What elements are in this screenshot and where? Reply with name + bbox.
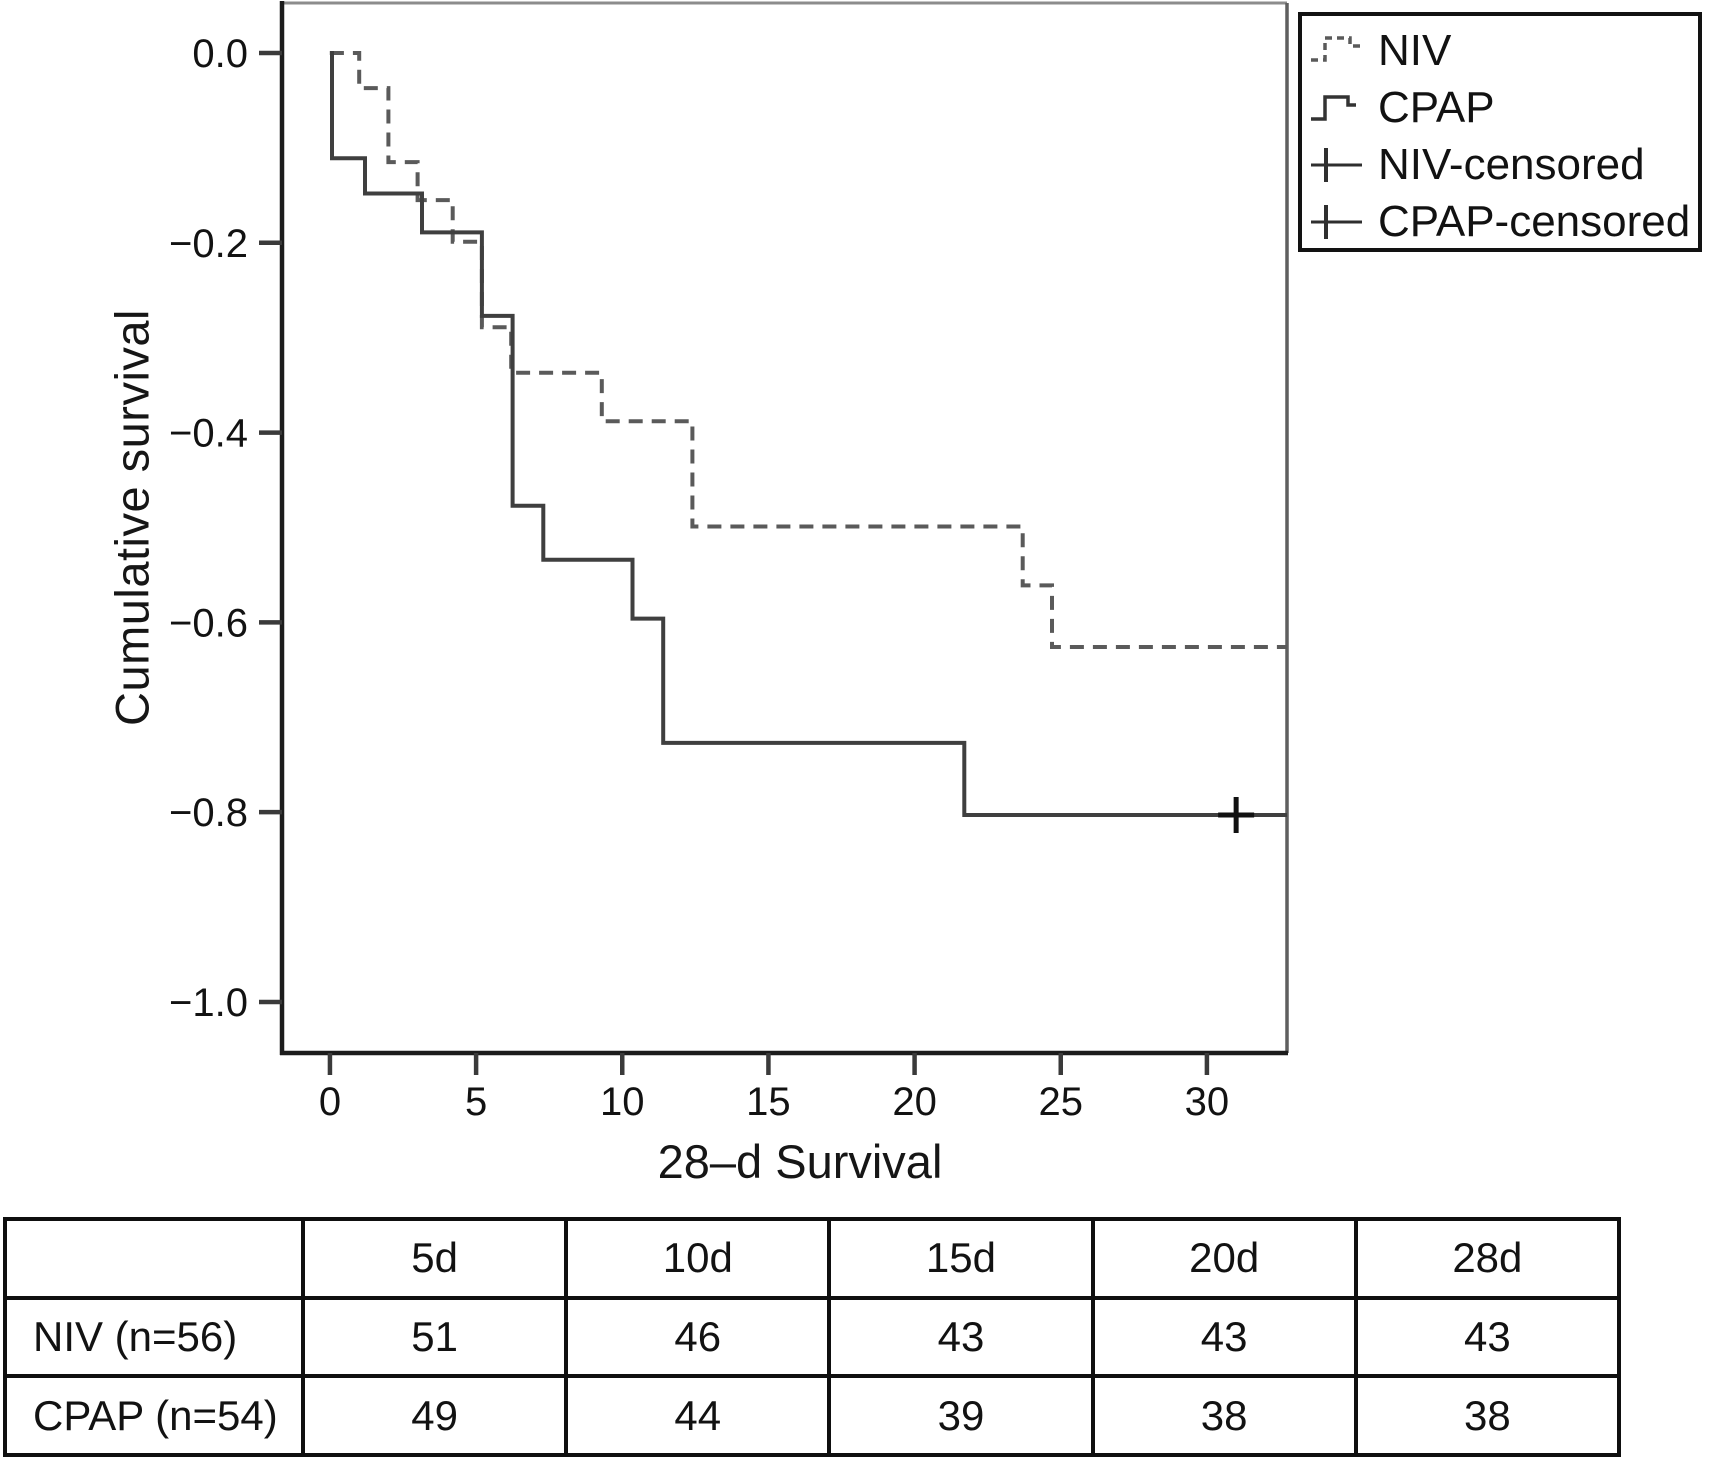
x-tick-label: 25 xyxy=(1038,1080,1083,1124)
risk-cell: 44 xyxy=(564,1374,832,1457)
risk-row-label-cpap: CPAP (n=54) xyxy=(3,1374,305,1457)
legend-label-cpap-censored: CPAP-censored xyxy=(1378,196,1691,246)
risk-table-row-cpap: CPAP (n=54) 49 44 39 38 38 xyxy=(3,1374,1622,1457)
x-tick-label: 10 xyxy=(600,1080,645,1124)
legend-item-niv-censored: NIV-censored xyxy=(1310,136,1690,193)
risk-row-label-niv: NIV (n=56) xyxy=(3,1295,305,1379)
legend-label-cpap: CPAP xyxy=(1378,82,1495,132)
risk-table-col-15d: 15d xyxy=(827,1217,1095,1300)
risk-cell: 38 xyxy=(1090,1374,1358,1457)
risk-cell: 39 xyxy=(827,1374,1095,1457)
cpap-solid-line-swatch xyxy=(1311,94,1356,121)
legend-item-cpap: CPAP xyxy=(1310,79,1690,136)
y-tick-label: 0.0 xyxy=(192,32,248,76)
x-tick-label: 30 xyxy=(1185,1080,1230,1124)
censor-plus-icon xyxy=(1311,147,1362,182)
niv-dashed-line-swatch xyxy=(1311,35,1362,62)
risk-table-row-niv: NIV (n=56) 51 46 43 43 43 xyxy=(3,1295,1622,1379)
x-tick-label: 0 xyxy=(319,1080,341,1124)
km-survival-chart: 0 5 10 15 20 25 30 0.0 −0.2 −0.4 −0.6 −0.8 −1.0 xyxy=(169,1,1289,1124)
risk-cell: 51 xyxy=(300,1295,569,1379)
x-tick-label: 5 xyxy=(465,1080,487,1124)
risk-table-header-row: 5d 10d 15d 20d 28d xyxy=(3,1217,1622,1300)
cpap-survival-curve xyxy=(329,51,1287,817)
legend-label-niv: NIV xyxy=(1378,25,1452,75)
y-tick-label: −0.6 xyxy=(169,601,248,645)
legend-item-cpap-censored: CPAP-censored xyxy=(1310,193,1690,250)
y-tick-label: −0.4 xyxy=(169,412,248,456)
y-tick-label: −0.2 xyxy=(169,222,248,266)
risk-table-col-5d: 5d xyxy=(300,1217,569,1300)
risk-cell: 43 xyxy=(1353,1295,1622,1379)
legend-label-niv-censored: NIV-censored xyxy=(1378,139,1645,189)
x-axis-title: 28–d Survival xyxy=(657,1135,943,1188)
legend-box: NIV CPAP NIV-censored CPAP-censored xyxy=(1298,12,1702,252)
risk-cell: 38 xyxy=(1353,1374,1622,1457)
y-axis-title: Cumulative survival xyxy=(105,309,159,726)
censor-plus-icon xyxy=(1311,204,1362,239)
risk-table-corner-cell xyxy=(3,1217,305,1300)
risk-cell: 43 xyxy=(1090,1295,1358,1379)
niv-survival-curve xyxy=(329,51,1287,649)
risk-cell: 46 xyxy=(564,1295,832,1379)
numbers-at-risk-table: 5d 10d 15d 20d 28d NIV (n=56) 51 46 43 4… xyxy=(3,1217,1622,1457)
risk-table-col-10d: 10d xyxy=(564,1217,832,1300)
x-tick-label: 20 xyxy=(892,1080,937,1124)
y-tick-label: −1.0 xyxy=(169,981,248,1025)
legend-item-niv: NIV xyxy=(1310,22,1690,79)
risk-table-col-20d: 20d xyxy=(1090,1217,1358,1300)
risk-cell: 43 xyxy=(827,1295,1095,1379)
risk-cell: 49 xyxy=(300,1374,569,1457)
y-tick-label: −0.8 xyxy=(169,791,248,835)
x-tick-label: 15 xyxy=(746,1080,791,1124)
risk-table-col-28d: 28d xyxy=(1353,1217,1622,1300)
